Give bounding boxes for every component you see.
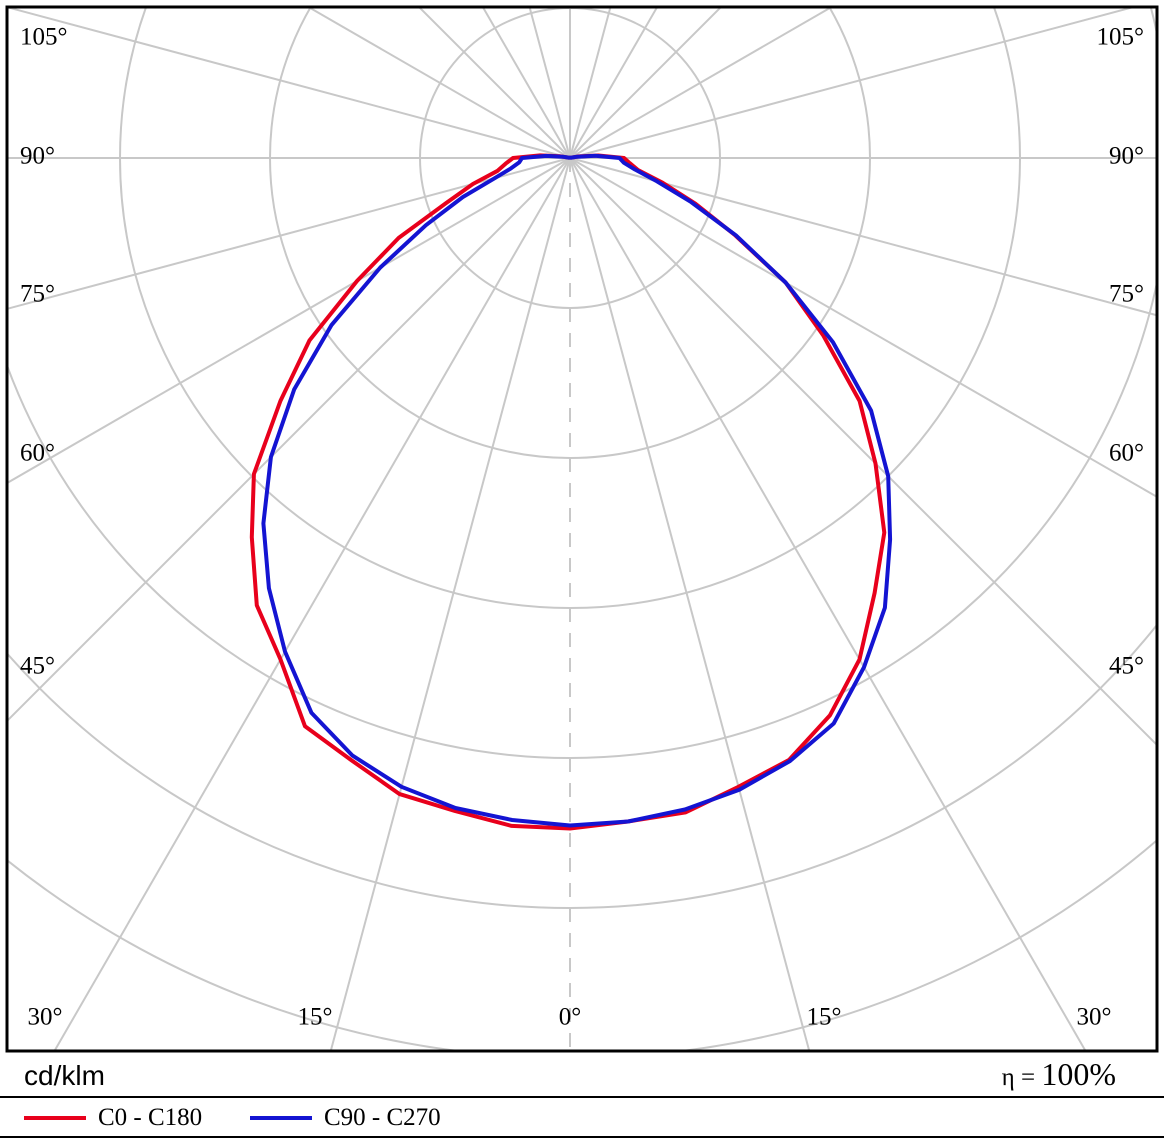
grid-radial-line (569, 157, 1157, 317)
gamma-label: 30° (28, 1004, 63, 1031)
grid-radial-line (569, 7, 1138, 159)
gamma-label: 45° (1109, 653, 1144, 680)
grid-radial-line (53, 157, 571, 1051)
grid-radial-line (569, 157, 811, 1051)
grid-radial-line (7, 157, 571, 723)
gamma-label: 75° (1109, 281, 1144, 308)
grid-radial-line (569, 157, 1087, 1051)
footer-divider (0, 1096, 1164, 1098)
grid-radial-line (569, 7, 834, 159)
gamma-label: 0° (559, 1004, 582, 1031)
grid-radial-line (569, 7, 612, 159)
footer-bottom-border (0, 1136, 1164, 1138)
gamma-label: 75° (20, 281, 55, 308)
gamma-label: 15° (298, 1004, 333, 1031)
legend-label-c0-c180: C0 - C180 (98, 1104, 203, 1131)
plot-frame (5, 5, 1159, 1053)
grid-radial-line (569, 157, 1157, 499)
units-label: cd/klm (24, 1060, 105, 1091)
grid-radial-line (528, 7, 571, 159)
curve-c90-c270 (261, 153, 893, 828)
grid-radial-line (7, 157, 571, 310)
eta-symbol: η = (1001, 1064, 1036, 1091)
gamma-label: 60° (1109, 440, 1144, 467)
gamma-label: 105° (1097, 24, 1145, 51)
grid-radial-line (569, 157, 1157, 747)
efficiency-label: η = 100% (1002, 1056, 1116, 1093)
gamma-label: 60° (20, 440, 55, 467)
gamma-label: 90° (1109, 143, 1144, 170)
curves (249, 153, 893, 831)
grid-radial-line (7, 7, 571, 159)
grid-radial-line (7, 157, 571, 485)
gamma-label: 45° (20, 653, 55, 680)
eta-value: 100% (1041, 1056, 1116, 1092)
legend-swatch-c90-c270 (250, 1116, 312, 1120)
legend-label-c90-c270: C90 - C270 (324, 1104, 441, 1131)
gamma-label: 30° (1077, 1004, 1112, 1031)
gamma-label: 105° (20, 24, 68, 51)
legend-swatch-c0-c180 (24, 1116, 86, 1120)
gamma-label: 15° (807, 1004, 842, 1031)
gamma-labels: 45° 45° 60° 60° 75° 75° 90° 90° 105° 105° 30° 15° 0°… (20, 24, 1144, 1031)
grid-radial-line (306, 7, 571, 159)
gamma-label: 90° (20, 143, 55, 170)
legend-item-c90-c270: C90 - C270 (250, 1104, 441, 1132)
legend-item-c0-c180: C0 - C180 (24, 1104, 202, 1132)
curve-c0-c180 (249, 153, 887, 831)
